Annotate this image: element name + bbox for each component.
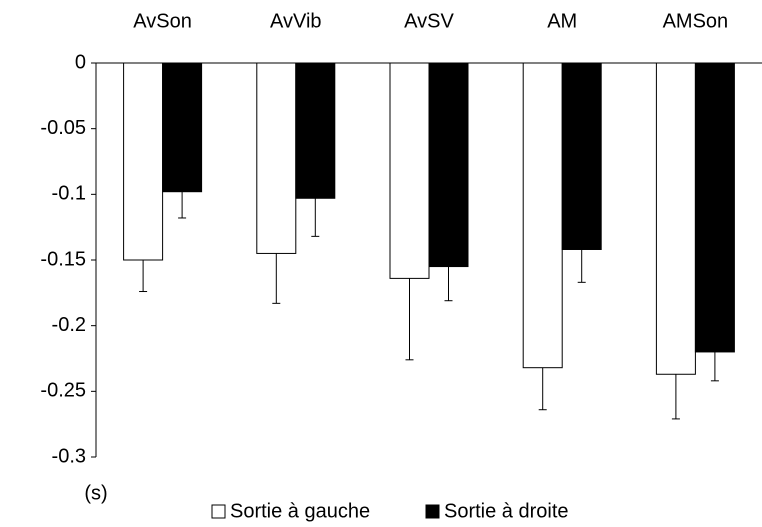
y-tick-label: -0.1 bbox=[52, 183, 86, 205]
bar bbox=[256, 62, 297, 254]
y-tick-label: -0.3 bbox=[52, 445, 86, 467]
x-tick-label: AM bbox=[547, 10, 577, 32]
y-tick-label: 0 bbox=[75, 51, 86, 73]
x-tick-label: AvSV bbox=[404, 10, 454, 32]
y-tick-label: -0.25 bbox=[40, 380, 86, 402]
x-tick-label: AvSon bbox=[133, 10, 192, 32]
legend-swatch bbox=[211, 504, 226, 519]
bar bbox=[522, 62, 563, 369]
bar bbox=[428, 62, 469, 268]
bar bbox=[123, 62, 164, 261]
y-tick-label: -0.15 bbox=[40, 248, 86, 270]
legend-label: Sortie à droite bbox=[444, 500, 569, 522]
y-axis-label: (s) bbox=[84, 482, 107, 504]
bar bbox=[295, 62, 336, 199]
bar bbox=[561, 62, 602, 250]
bar bbox=[655, 62, 696, 375]
y-tick-label: -0.2 bbox=[52, 314, 86, 336]
y-tick-label: -0.05 bbox=[40, 117, 86, 139]
bar bbox=[389, 62, 430, 279]
x-tick-label: AvVib bbox=[270, 10, 322, 32]
x-tick-label: AMSon bbox=[663, 10, 729, 32]
bar bbox=[162, 62, 203, 193]
bar bbox=[694, 62, 735, 353]
legend-label: Sortie à gauche bbox=[230, 500, 370, 522]
legend-swatch bbox=[425, 504, 440, 519]
